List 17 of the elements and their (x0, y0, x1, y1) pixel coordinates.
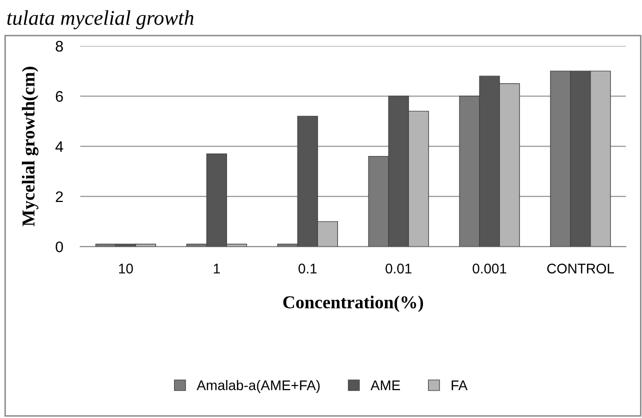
x-tick-label: CONTROL (547, 264, 614, 274)
legend-label: AME (370, 380, 400, 390)
chart-title: tulata mycelial growth (7, 10, 194, 30)
y-axis-title: Mycelial growth(cm) (22, 66, 38, 226)
legend-label: Amalab-a(AME+FA) (196, 380, 320, 393)
y-tick-label: 8 (56, 40, 63, 52)
x-axis-title: Concentration(%) (283, 296, 424, 312)
x-tick-label: 0.01 (386, 264, 412, 274)
x-tick-label: 10 (119, 264, 133, 274)
y-tick-label: 4 (55, 141, 64, 152)
legend-label: FA (452, 380, 468, 390)
y-tick-label: 6 (56, 91, 63, 102)
x-tick-label: 0.1 (298, 264, 317, 274)
x-tick-label: 0.001 (472, 264, 506, 274)
x-tick-label: 1 (214, 264, 220, 274)
y-tick-label: 0 (56, 241, 63, 252)
y-tick-label: 2 (56, 191, 63, 202)
